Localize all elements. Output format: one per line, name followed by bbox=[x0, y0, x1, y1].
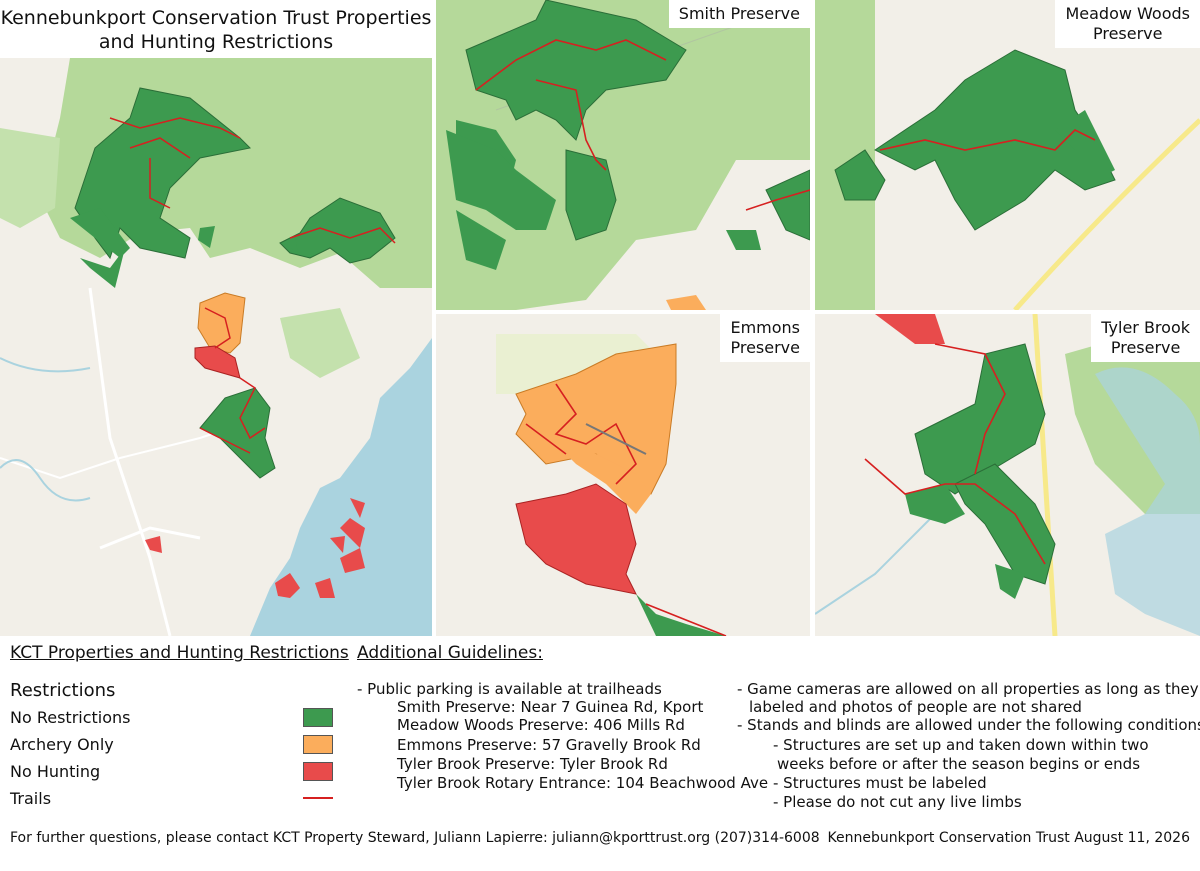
legend-swatch-no-hunting bbox=[303, 762, 333, 781]
legend-label-trails: Trails bbox=[10, 789, 52, 808]
stands-rule-2: - Structures must be labeled bbox=[773, 774, 987, 792]
smith-preserve-label: Smith Preserve bbox=[668, 0, 810, 28]
map-title-line1: Kennebunkport Conservation Trust Propert… bbox=[0, 7, 432, 29]
overview-map[interactable] bbox=[0, 58, 432, 636]
guidelines-heading: Additional Guidelines: bbox=[357, 643, 543, 663]
contact-info: For further questions, please contact KC… bbox=[10, 830, 820, 846]
parking-smith: Smith Preserve: Near 7 Guinea Rd, Kport bbox=[397, 698, 704, 716]
stands-rule-3: - Please do not cut any live limbs bbox=[773, 793, 1022, 811]
stands-rule-1b: weeks before or after the season begins … bbox=[777, 755, 1141, 773]
parking-meadow: Meadow Woods Preserve: 406 Mills Rd bbox=[397, 716, 685, 734]
emmons-preserve-map[interactable]: Emmons Preserve bbox=[436, 314, 810, 636]
meadow-woods-label-line2: Preserve bbox=[1092, 24, 1163, 43]
legend-swatch-archery-only bbox=[303, 735, 333, 754]
legend-swatch-no-restrictions bbox=[303, 708, 333, 727]
stands-rule-1: - Structures are set up and taken down w… bbox=[773, 736, 1149, 754]
stands-intro: - Stands and blinds are allowed under th… bbox=[737, 716, 1200, 734]
legend-label-no-restrictions: No Restrictions bbox=[10, 708, 131, 727]
emmons-preserve-label: Emmons Preserve bbox=[720, 314, 810, 362]
parking-emmons: Emmons Preserve: 57 Gravelly Brook Rd bbox=[397, 736, 701, 754]
smith-preserve-map[interactable]: Smith Preserve bbox=[436, 0, 810, 310]
parking-rotary: Tyler Brook Rotary Entrance: 104 Beachwo… bbox=[397, 774, 769, 792]
legend-swatch-trails bbox=[303, 797, 333, 799]
parking-tyler: Tyler Brook Preserve: Tyler Brook Rd bbox=[397, 755, 668, 773]
tyler-brook-map[interactable]: Tyler Brook Preserve bbox=[815, 314, 1200, 636]
meadow-woods-label-line1: Meadow Woods bbox=[1065, 4, 1190, 23]
credit-date: Kennebunkport Conservation Trust August … bbox=[827, 830, 1191, 846]
emmons-label-line1: Emmons bbox=[730, 318, 800, 337]
meadow-woods-map[interactable]: Meadow Woods Preserve bbox=[815, 0, 1200, 310]
tyler-brook-label-line2: Preserve bbox=[1110, 338, 1181, 357]
tyler-brook-label-line1: Tyler Brook bbox=[1101, 318, 1190, 337]
cameras-line1: - Game cameras are allowed on all proper… bbox=[737, 680, 1200, 698]
legend-title: Restrictions bbox=[10, 680, 116, 701]
map-title: Kennebunkport Conservation Trust Propert… bbox=[0, 0, 432, 58]
legend-label-archery-only: Archery Only bbox=[10, 735, 114, 754]
map-title-line2: and Hunting Restrictions bbox=[98, 31, 334, 53]
meadow-woods-label: Meadow Woods Preserve bbox=[1055, 0, 1200, 48]
tyler-brook-label: Tyler Brook Preserve bbox=[1091, 314, 1200, 362]
cameras-line2: labeled and photos of people are not sha… bbox=[749, 698, 1082, 716]
legend-heading: KCT Properties and Hunting Restrictions bbox=[10, 643, 349, 663]
parking-intro: - Public parking is available at trailhe… bbox=[357, 680, 662, 698]
emmons-label-line2: Preserve bbox=[730, 338, 800, 357]
legend-label-no-hunting: No Hunting bbox=[10, 762, 101, 781]
